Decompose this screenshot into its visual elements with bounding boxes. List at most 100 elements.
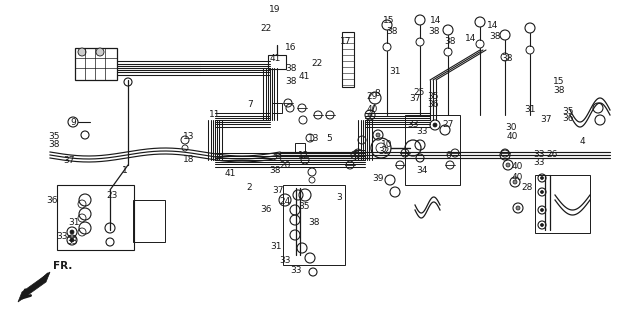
Text: 10: 10 [381,140,393,149]
Text: 38: 38 [269,166,281,175]
Circle shape [376,133,380,137]
Text: 18: 18 [183,155,195,163]
Text: 35: 35 [428,93,439,101]
Bar [355,150,365,160]
Text: 38: 38 [285,64,297,73]
Text: 27: 27 [442,120,454,128]
Text: 34: 34 [417,166,428,175]
Circle shape [96,48,104,56]
Text: 16: 16 [285,43,297,52]
Text: 38: 38 [553,86,564,95]
Text: 36: 36 [428,100,439,109]
Text: 5: 5 [327,134,332,143]
Text: 7: 7 [247,100,252,109]
Text: 41: 41 [269,54,281,63]
Bar [295,143,305,153]
Text: 14: 14 [487,21,499,30]
Text: 35: 35 [49,132,60,141]
Text: 8: 8 [375,89,380,98]
Text: 38: 38 [502,54,513,63]
Text: 33: 33 [279,256,291,265]
Text: 37: 37 [63,156,75,165]
Bar [272,103,282,113]
Circle shape [513,180,517,184]
Text: 33: 33 [67,237,78,246]
Text: 4: 4 [580,137,585,146]
Text: 22: 22 [311,59,323,68]
Circle shape [541,190,543,193]
Text: 33: 33 [417,128,428,136]
Text: 9: 9 [71,118,76,127]
Circle shape [70,230,74,234]
Text: 15: 15 [383,16,394,25]
Bar [405,115,460,185]
Text: 41: 41 [298,72,310,81]
Bar [268,55,286,69]
Text: 31: 31 [271,242,282,251]
Text: 20: 20 [279,161,291,170]
Text: 6: 6 [445,151,451,160]
Text: 38: 38 [386,27,397,36]
Text: 38: 38 [308,218,319,227]
Text: 29: 29 [367,93,378,101]
Text: 40: 40 [511,173,523,182]
Text: 40: 40 [367,105,378,114]
Text: 21: 21 [273,154,284,163]
Bar [133,200,165,242]
Text: 13: 13 [183,132,195,141]
Text: 36: 36 [260,205,271,214]
Bar [342,32,354,87]
Text: 37: 37 [409,94,420,103]
Bar [283,185,345,265]
Text: 15: 15 [553,77,564,86]
Text: 37: 37 [540,115,552,124]
Text: 33: 33 [56,232,68,241]
Circle shape [78,48,86,56]
Text: 12: 12 [298,151,310,160]
Text: 14: 14 [465,34,476,43]
Text: 13: 13 [308,134,319,143]
Text: 38: 38 [489,32,500,41]
Text: 28: 28 [521,183,532,192]
Text: 31: 31 [389,67,401,76]
Polygon shape [18,272,50,302]
Text: 31: 31 [524,105,536,114]
Text: 26: 26 [546,150,557,159]
Text: 24: 24 [279,197,291,206]
Text: 35: 35 [298,202,310,211]
Bar [535,175,590,233]
Text: 11: 11 [209,110,220,119]
Circle shape [70,238,74,242]
Text: 30: 30 [505,123,516,132]
Circle shape [541,209,543,211]
Text: 38: 38 [49,140,60,149]
Text: 25: 25 [413,88,425,97]
Text: 38: 38 [285,77,297,86]
Circle shape [368,113,372,117]
Bar [57,185,134,250]
Text: 2: 2 [247,183,252,192]
Circle shape [433,123,437,127]
Text: 33: 33 [534,150,545,159]
Circle shape [516,206,520,210]
Text: 40: 40 [506,132,518,141]
Text: 33: 33 [290,266,301,275]
Text: 1: 1 [122,166,127,175]
Text: 22: 22 [260,24,271,33]
Text: 36: 36 [47,196,58,205]
Text: 17: 17 [340,37,351,46]
Text: 33: 33 [534,158,545,167]
Text: 35: 35 [563,107,574,116]
Text: FR.: FR. [53,261,72,271]
Text: 14: 14 [429,16,441,25]
Circle shape [506,163,510,167]
Circle shape [541,176,543,179]
Bar [75,48,117,80]
Text: 41: 41 [225,169,236,178]
Text: 38: 38 [444,37,456,46]
Text: 39: 39 [372,174,383,183]
Text: 36: 36 [563,114,574,123]
Text: 32: 32 [378,147,390,156]
Text: 40: 40 [511,162,523,171]
Text: 23: 23 [106,191,118,200]
